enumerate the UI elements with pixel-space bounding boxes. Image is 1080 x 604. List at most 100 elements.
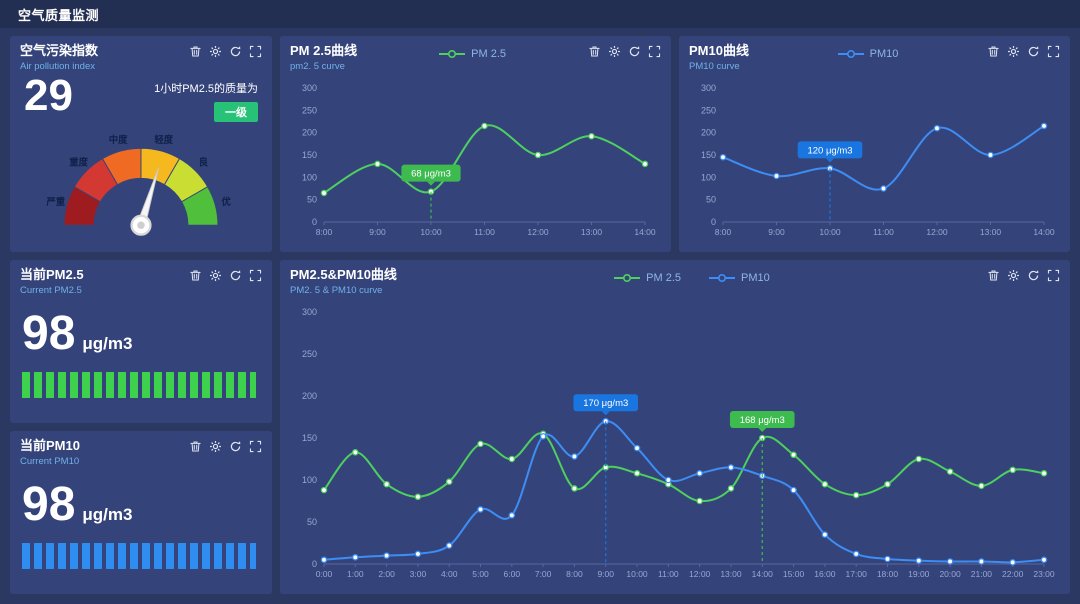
fullscreen-icon[interactable] xyxy=(249,440,262,453)
svg-text:68 μg/m3: 68 μg/m3 xyxy=(411,169,451,180)
panel-title: PM10曲线 xyxy=(689,43,749,58)
settings-icon[interactable] xyxy=(209,440,222,453)
pm25-chart-area[interactable]: 0 50 100 150 200 250 300 8:00 9:00 10:00 11:00 12:0… xyxy=(290,72,661,244)
svg-text:0: 0 xyxy=(312,217,317,227)
refresh-icon[interactable] xyxy=(229,45,242,58)
refresh-icon[interactable] xyxy=(1027,269,1040,282)
pm10-line-chart: 0 50 100 150 200 250 300 8:00 9:00 10:00 11:00 12:0… xyxy=(701,83,1055,237)
svg-text:10:00: 10:00 xyxy=(626,569,648,579)
settings-icon[interactable] xyxy=(608,45,621,58)
svg-text:100: 100 xyxy=(302,475,317,485)
svg-text:12:00: 12:00 xyxy=(689,569,711,579)
panel-title-block: 当前PM10 Current PM10 xyxy=(20,438,80,467)
chart-legend: PM 2.5 PM10 xyxy=(397,268,987,284)
panel-pm25-curve: PM 2.5曲线 pm2. 5 curve PM 2.5 0 50 100 150 20… xyxy=(280,36,671,252)
delete-icon[interactable] xyxy=(189,45,202,58)
legend-item[interactable]: PM10 xyxy=(837,48,898,60)
svg-text:200: 200 xyxy=(302,128,317,138)
delete-icon[interactable] xyxy=(987,269,1000,282)
fullscreen-icon[interactable] xyxy=(249,45,262,58)
svg-text:8:00: 8:00 xyxy=(316,227,333,237)
settings-icon[interactable] xyxy=(1007,269,1020,282)
delete-icon[interactable] xyxy=(189,269,202,282)
legend-item[interactable]: PM 2.5 xyxy=(439,48,506,60)
svg-text:20:00: 20:00 xyxy=(939,569,961,579)
svg-text:13:00: 13:00 xyxy=(581,227,603,237)
settings-icon[interactable] xyxy=(209,45,222,58)
panel-subtitle: PM10 curve xyxy=(689,60,740,72)
pm10-current-value: 98 μg/m3 xyxy=(22,481,260,529)
panel-toolbar xyxy=(189,439,262,453)
pm10-number: 98 xyxy=(22,478,76,531)
svg-text:50: 50 xyxy=(706,195,716,205)
svg-text:中度: 中度 xyxy=(109,134,128,145)
fullscreen-icon[interactable] xyxy=(648,45,661,58)
panel-pm10-curve: PM10曲线 PM10 curve PM10 0 50 100 150 200 250 30… xyxy=(679,36,1070,252)
svg-text:170 μg/m3: 170 μg/m3 xyxy=(583,398,628,409)
delete-icon[interactable] xyxy=(588,45,601,58)
panel-toolbar xyxy=(987,268,1060,282)
svg-text:9:00: 9:00 xyxy=(369,227,386,237)
svg-text:12:00: 12:00 xyxy=(926,227,948,237)
settings-icon[interactable] xyxy=(1007,45,1020,58)
pm10-chart-area[interactable]: 0 50 100 150 200 250 300 8:00 9:00 10:00 11:00 12:0… xyxy=(689,72,1060,244)
svg-text:7:00: 7:00 xyxy=(535,569,552,579)
svg-text:14:00: 14:00 xyxy=(634,227,656,237)
refresh-icon[interactable] xyxy=(628,45,641,58)
panel-subtitle: Air pollution index xyxy=(20,60,95,72)
panel-air-pollution-index: 空气污染指数 Air pollution index 29 1小时PM2.5的质… xyxy=(10,36,272,252)
svg-text:250: 250 xyxy=(701,105,716,115)
svg-text:10:00: 10:00 xyxy=(819,227,841,237)
panel-title: 当前PM2.5 xyxy=(20,267,84,282)
svg-text:300: 300 xyxy=(701,83,716,93)
app-title: 空气质量监测 xyxy=(18,7,100,23)
svg-text:50: 50 xyxy=(307,195,317,205)
svg-text:0: 0 xyxy=(711,217,716,227)
panel-title-block: PM 2.5曲线 pm2. 5 curve xyxy=(290,43,358,72)
svg-text:12:00: 12:00 xyxy=(527,227,549,237)
svg-text:6:00: 6:00 xyxy=(504,569,521,579)
fullscreen-icon[interactable] xyxy=(1047,269,1060,282)
legend-item[interactable]: PM10 xyxy=(709,272,770,284)
svg-text:1:00: 1:00 xyxy=(347,569,364,579)
fullscreen-icon[interactable] xyxy=(1047,45,1060,58)
pm25-line-chart: 0 50 100 150 200 250 300 8:00 9:00 10:00 11:00 12:0… xyxy=(302,83,656,237)
delete-icon[interactable] xyxy=(987,45,1000,58)
svg-text:8:00: 8:00 xyxy=(566,569,583,579)
refresh-icon[interactable] xyxy=(1027,45,1040,58)
combined-line-chart: 0 50 100 150 200 250 300 0:00 1:00 2:00 3:00 4:00 5:… xyxy=(302,307,1055,579)
svg-text:16:00: 16:00 xyxy=(814,569,836,579)
svg-text:200: 200 xyxy=(302,391,317,401)
svg-text:良: 良 xyxy=(199,157,209,168)
panel-title-block: PM2.5&PM10曲线 PM2. 5 & PM10 curve xyxy=(290,267,397,296)
legend-item[interactable]: PM 2.5 xyxy=(614,272,681,284)
svg-text:100: 100 xyxy=(701,172,716,182)
panel-current-pm25: 当前PM2.5 Current PM2.5 98 μg/m3 xyxy=(10,260,272,423)
svg-text:19:00: 19:00 xyxy=(908,569,930,579)
svg-text:0:00: 0:00 xyxy=(316,569,333,579)
aqi-desc-block: 1小时PM2.5的质量为 一级 xyxy=(154,74,258,122)
svg-text:5:00: 5:00 xyxy=(472,569,489,579)
svg-text:10:00: 10:00 xyxy=(420,227,442,237)
fullscreen-icon[interactable] xyxy=(249,269,262,282)
svg-text:50: 50 xyxy=(307,517,317,527)
pm25-level-bar xyxy=(22,372,256,398)
dashboard-grid: 空气污染指数 Air pollution index 29 1小时PM2.5的质… xyxy=(0,28,1080,604)
svg-text:3:00: 3:00 xyxy=(410,569,427,579)
svg-text:轻度: 轻度 xyxy=(154,134,173,145)
svg-text:15:00: 15:00 xyxy=(783,569,805,579)
refresh-icon[interactable] xyxy=(229,269,242,282)
svg-text:22:00: 22:00 xyxy=(1002,569,1024,579)
panel-toolbar xyxy=(189,268,262,282)
panel-toolbar xyxy=(588,44,661,58)
svg-text:8:00: 8:00 xyxy=(715,227,732,237)
combined-chart-area[interactable]: 0 50 100 150 200 250 300 0:00 1:00 2:00 3:00 4:00 5:… xyxy=(290,296,1060,586)
svg-text:13:00: 13:00 xyxy=(980,227,1002,237)
panel-title: PM 2.5曲线 xyxy=(290,43,358,58)
panel-title: 当前PM10 xyxy=(20,438,80,453)
settings-icon[interactable] xyxy=(209,269,222,282)
svg-text:4:00: 4:00 xyxy=(441,569,458,579)
refresh-icon[interactable] xyxy=(229,440,242,453)
delete-icon[interactable] xyxy=(189,440,202,453)
svg-text:18:00: 18:00 xyxy=(877,569,899,579)
